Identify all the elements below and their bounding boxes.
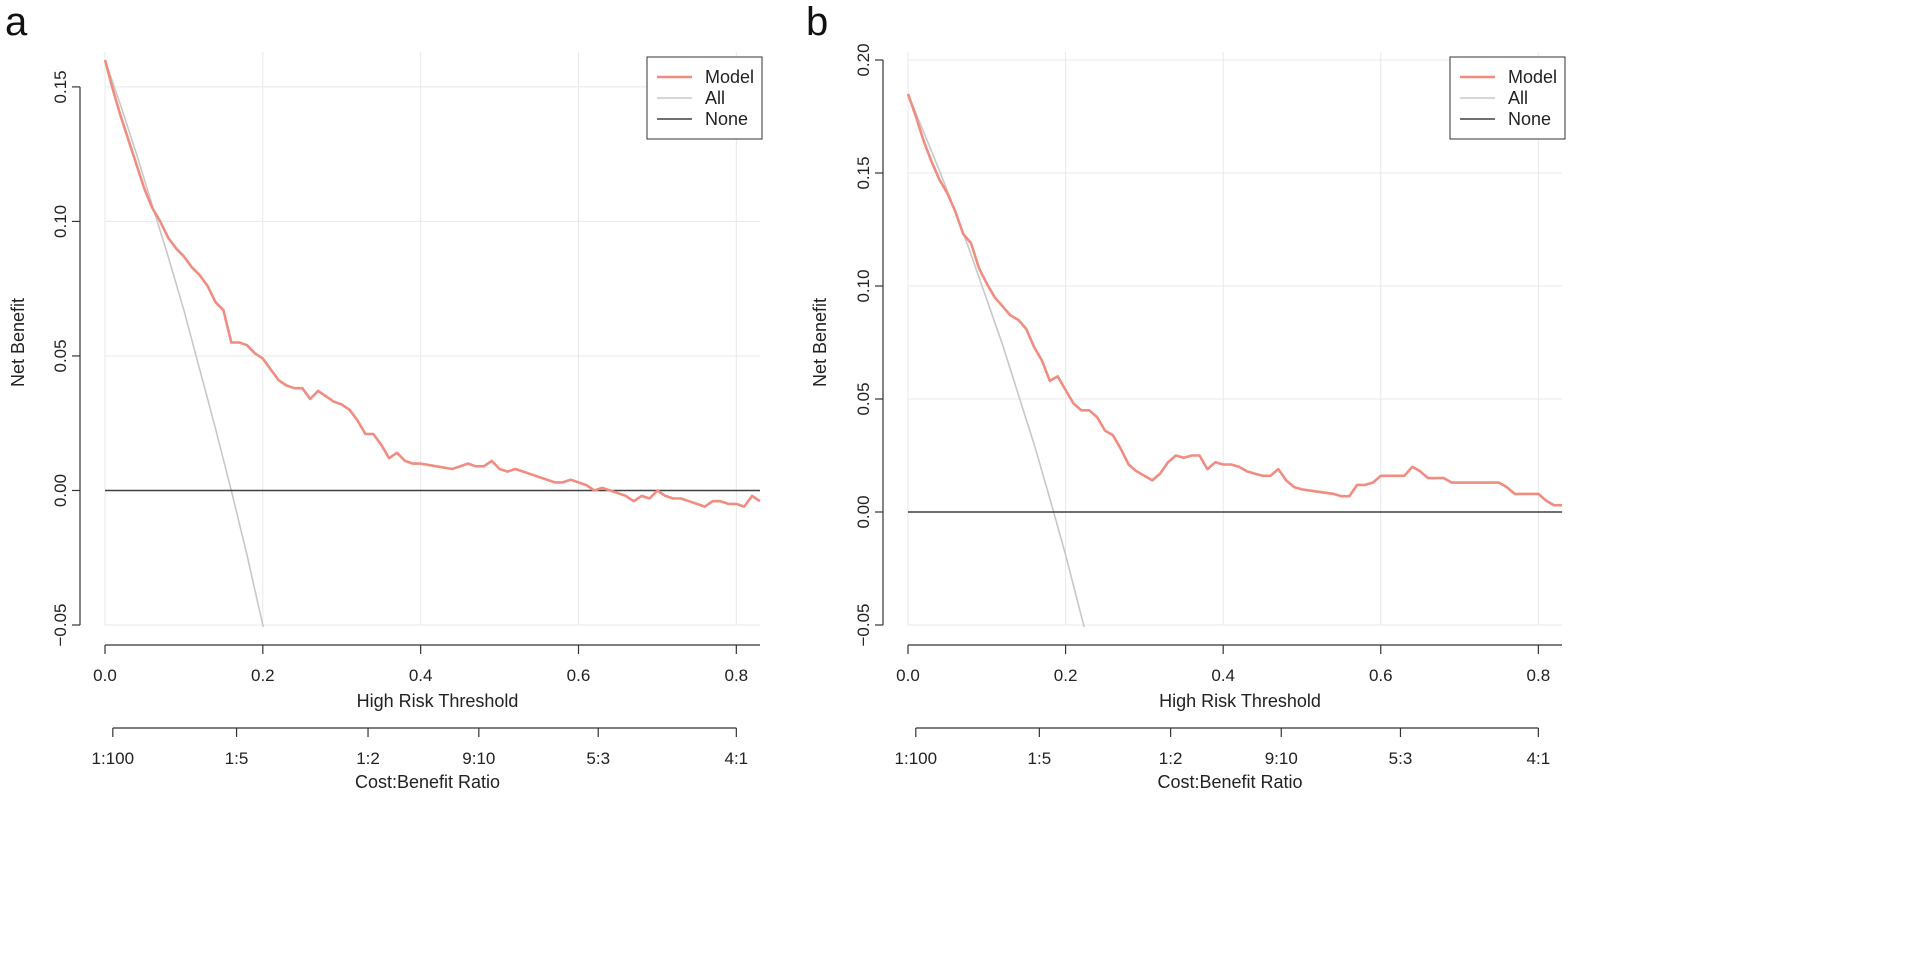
legend-label-all: All — [705, 88, 725, 108]
cost-benefit-tick-label: 4:1 — [725, 749, 749, 768]
series-line-model — [103, 59, 761, 508]
x-tick-label: 0.2 — [1054, 666, 1078, 685]
x-tick-label: 0.8 — [1527, 666, 1551, 685]
x-tick-label: 0.0 — [93, 666, 117, 685]
legend-label-model: Model — [1508, 67, 1557, 87]
y-tick-label: −0.05 — [51, 603, 70, 646]
cost-benefit-tick-label: 1:5 — [225, 749, 249, 768]
cost-benefit-tick-label: 5:3 — [1389, 749, 1413, 768]
cost-benefit-tick-label: 1:5 — [1028, 749, 1052, 768]
x-tick-label: 0.2 — [251, 666, 275, 685]
legend-label-all: All — [1508, 88, 1528, 108]
panel-b: −0.05 0.00 0.05 0.10 0.15 0.20 Net Benefit 0.0 0… — [806, 0, 1566, 792]
y-tick-label: 0.20 — [854, 43, 873, 76]
legend-label-model: Model — [705, 67, 754, 87]
cost-benefit-axis-title: Cost:Benefit Ratio — [355, 772, 500, 792]
y-tick-label: 0.05 — [854, 382, 873, 415]
y-tick-label: 0.00 — [51, 474, 70, 507]
y-tick-label: 0.15 — [854, 156, 873, 189]
series-line-all — [907, 93, 1086, 627]
x-tick-label: 0.6 — [1369, 666, 1393, 685]
cost-benefit-tick-label: 1:100 — [92, 749, 135, 768]
cost-benefit-tick-label: 1:2 — [1159, 749, 1183, 768]
y-axis-title: Net Benefit — [8, 298, 28, 387]
y-tick-label: −0.05 — [854, 603, 873, 646]
legend-label-none: None — [705, 109, 748, 129]
y-tick-label: 0.10 — [51, 205, 70, 238]
x-tick-label: 0.4 — [409, 666, 433, 685]
x-tick-label: 0.8 — [725, 666, 749, 685]
cost-benefit-axis-title: Cost:Benefit Ratio — [1157, 772, 1302, 792]
x-tick-label: 0.4 — [1211, 666, 1235, 685]
x-axis-title: High Risk Threshold — [357, 691, 519, 711]
y-tick-label: 0.05 — [51, 339, 70, 372]
cost-benefit-tick-label: 1:2 — [356, 749, 380, 768]
x-tick-label: 0.0 — [896, 666, 920, 685]
x-tick-label: 0.6 — [567, 666, 591, 685]
cost-benefit-tick-label: 4:1 — [1527, 749, 1551, 768]
cost-benefit-tick-label: 9:10 — [1265, 749, 1298, 768]
y-tick-label: 0.10 — [854, 269, 873, 302]
x-axis-title: High Risk Threshold — [1159, 691, 1321, 711]
panel-a: −0.05 0.00 0.05 0.10 0.15 Net Benefit 0.0 0.2 0.… — [5, 0, 763, 792]
cost-benefit-tick-label: 5:3 — [586, 749, 610, 768]
cost-benefit-tick-label: 9:10 — [462, 749, 495, 768]
legend-label-none: None — [1508, 109, 1551, 129]
y-axis-title: Net Benefit — [810, 298, 830, 387]
series-line-model — [906, 93, 1562, 507]
panel-label: b — [806, 0, 828, 44]
cost-benefit-tick-label: 1:100 — [895, 749, 938, 768]
panel-label: a — [5, 0, 28, 44]
series-line-all — [104, 59, 265, 627]
y-tick-label: 0.15 — [51, 70, 70, 103]
y-tick-label: 0.00 — [854, 495, 873, 528]
